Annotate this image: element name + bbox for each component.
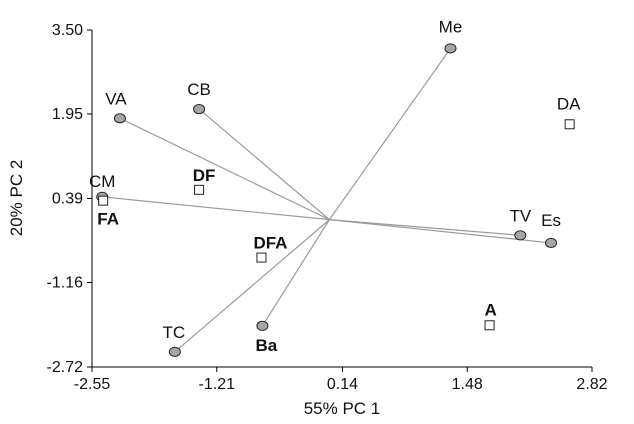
axes bbox=[91, 30, 592, 368]
loading-line-tc bbox=[174, 219, 330, 353]
variable-label-tv: TV bbox=[509, 206, 531, 225]
variable-point-tc bbox=[168, 346, 181, 357]
x-tick-label: 1.48 bbox=[452, 376, 483, 393]
y-tick-label: 1.95 bbox=[52, 106, 83, 123]
variable-label-es: Es bbox=[541, 211, 561, 230]
sample-label-df: DF bbox=[193, 166, 216, 185]
loading-line-cb bbox=[198, 108, 330, 221]
sample-label-da: DA bbox=[557, 94, 581, 113]
sample-label-fa: FA bbox=[97, 210, 119, 229]
sample-point-fa bbox=[98, 195, 109, 206]
loading-line-va bbox=[119, 117, 330, 221]
x-tick-label: -1.21 bbox=[199, 376, 236, 393]
loading-line-cm bbox=[102, 196, 330, 221]
loading-line-me bbox=[328, 48, 451, 220]
y-tick-label: -2.72 bbox=[47, 359, 84, 376]
sample-point-df bbox=[194, 184, 205, 195]
variable-label-va: VA bbox=[105, 89, 127, 108]
x-tick-label: -2.55 bbox=[74, 376, 111, 393]
variable-label-ba: Ba bbox=[256, 336, 278, 355]
variable-point-es bbox=[545, 237, 558, 249]
y-axis-title: 20% PC 2 bbox=[7, 160, 26, 237]
x-tick-label: 0.14 bbox=[327, 376, 358, 393]
variable-label-tc: TC bbox=[163, 323, 186, 342]
variable-label-cm: CM bbox=[89, 172, 115, 191]
loading-lines bbox=[102, 48, 552, 353]
sample-label-dfa: DFA bbox=[253, 234, 287, 253]
loading-line-ba bbox=[261, 219, 330, 327]
variable-point-tv bbox=[514, 230, 527, 241]
loading-line-es bbox=[329, 219, 552, 244]
sample-point-dfa bbox=[256, 252, 267, 263]
sample-label-a: A bbox=[484, 300, 496, 319]
variable-point-ba bbox=[256, 320, 269, 331]
x-axis-title: 55% PC 1 bbox=[304, 399, 381, 418]
variable-point-va bbox=[113, 113, 126, 124]
y-tick-label: 3.50 bbox=[52, 22, 83, 39]
ticks: -2.55 -1.21 0.14 1.48 2.82 3.50 1.95 0.39 -1.16 -… bbox=[47, 22, 608, 393]
sample-point-da bbox=[564, 119, 575, 130]
variable-point-me bbox=[444, 43, 457, 54]
variable-label-me: Me bbox=[439, 17, 463, 36]
variable-label-cb: CB bbox=[187, 80, 211, 99]
y-tick-label: -1.16 bbox=[47, 274, 84, 291]
variable-point-cb bbox=[193, 104, 206, 115]
y-tick-label: 0.39 bbox=[52, 191, 83, 208]
points bbox=[96, 43, 575, 357]
loading-line-tv bbox=[329, 219, 521, 236]
x-tick-label: 2.82 bbox=[576, 376, 607, 393]
point-labels: Me VA CB CM TV Es Ba TC DA DF FA DFA A bbox=[89, 17, 581, 354]
sample-point-a bbox=[484, 320, 495, 331]
